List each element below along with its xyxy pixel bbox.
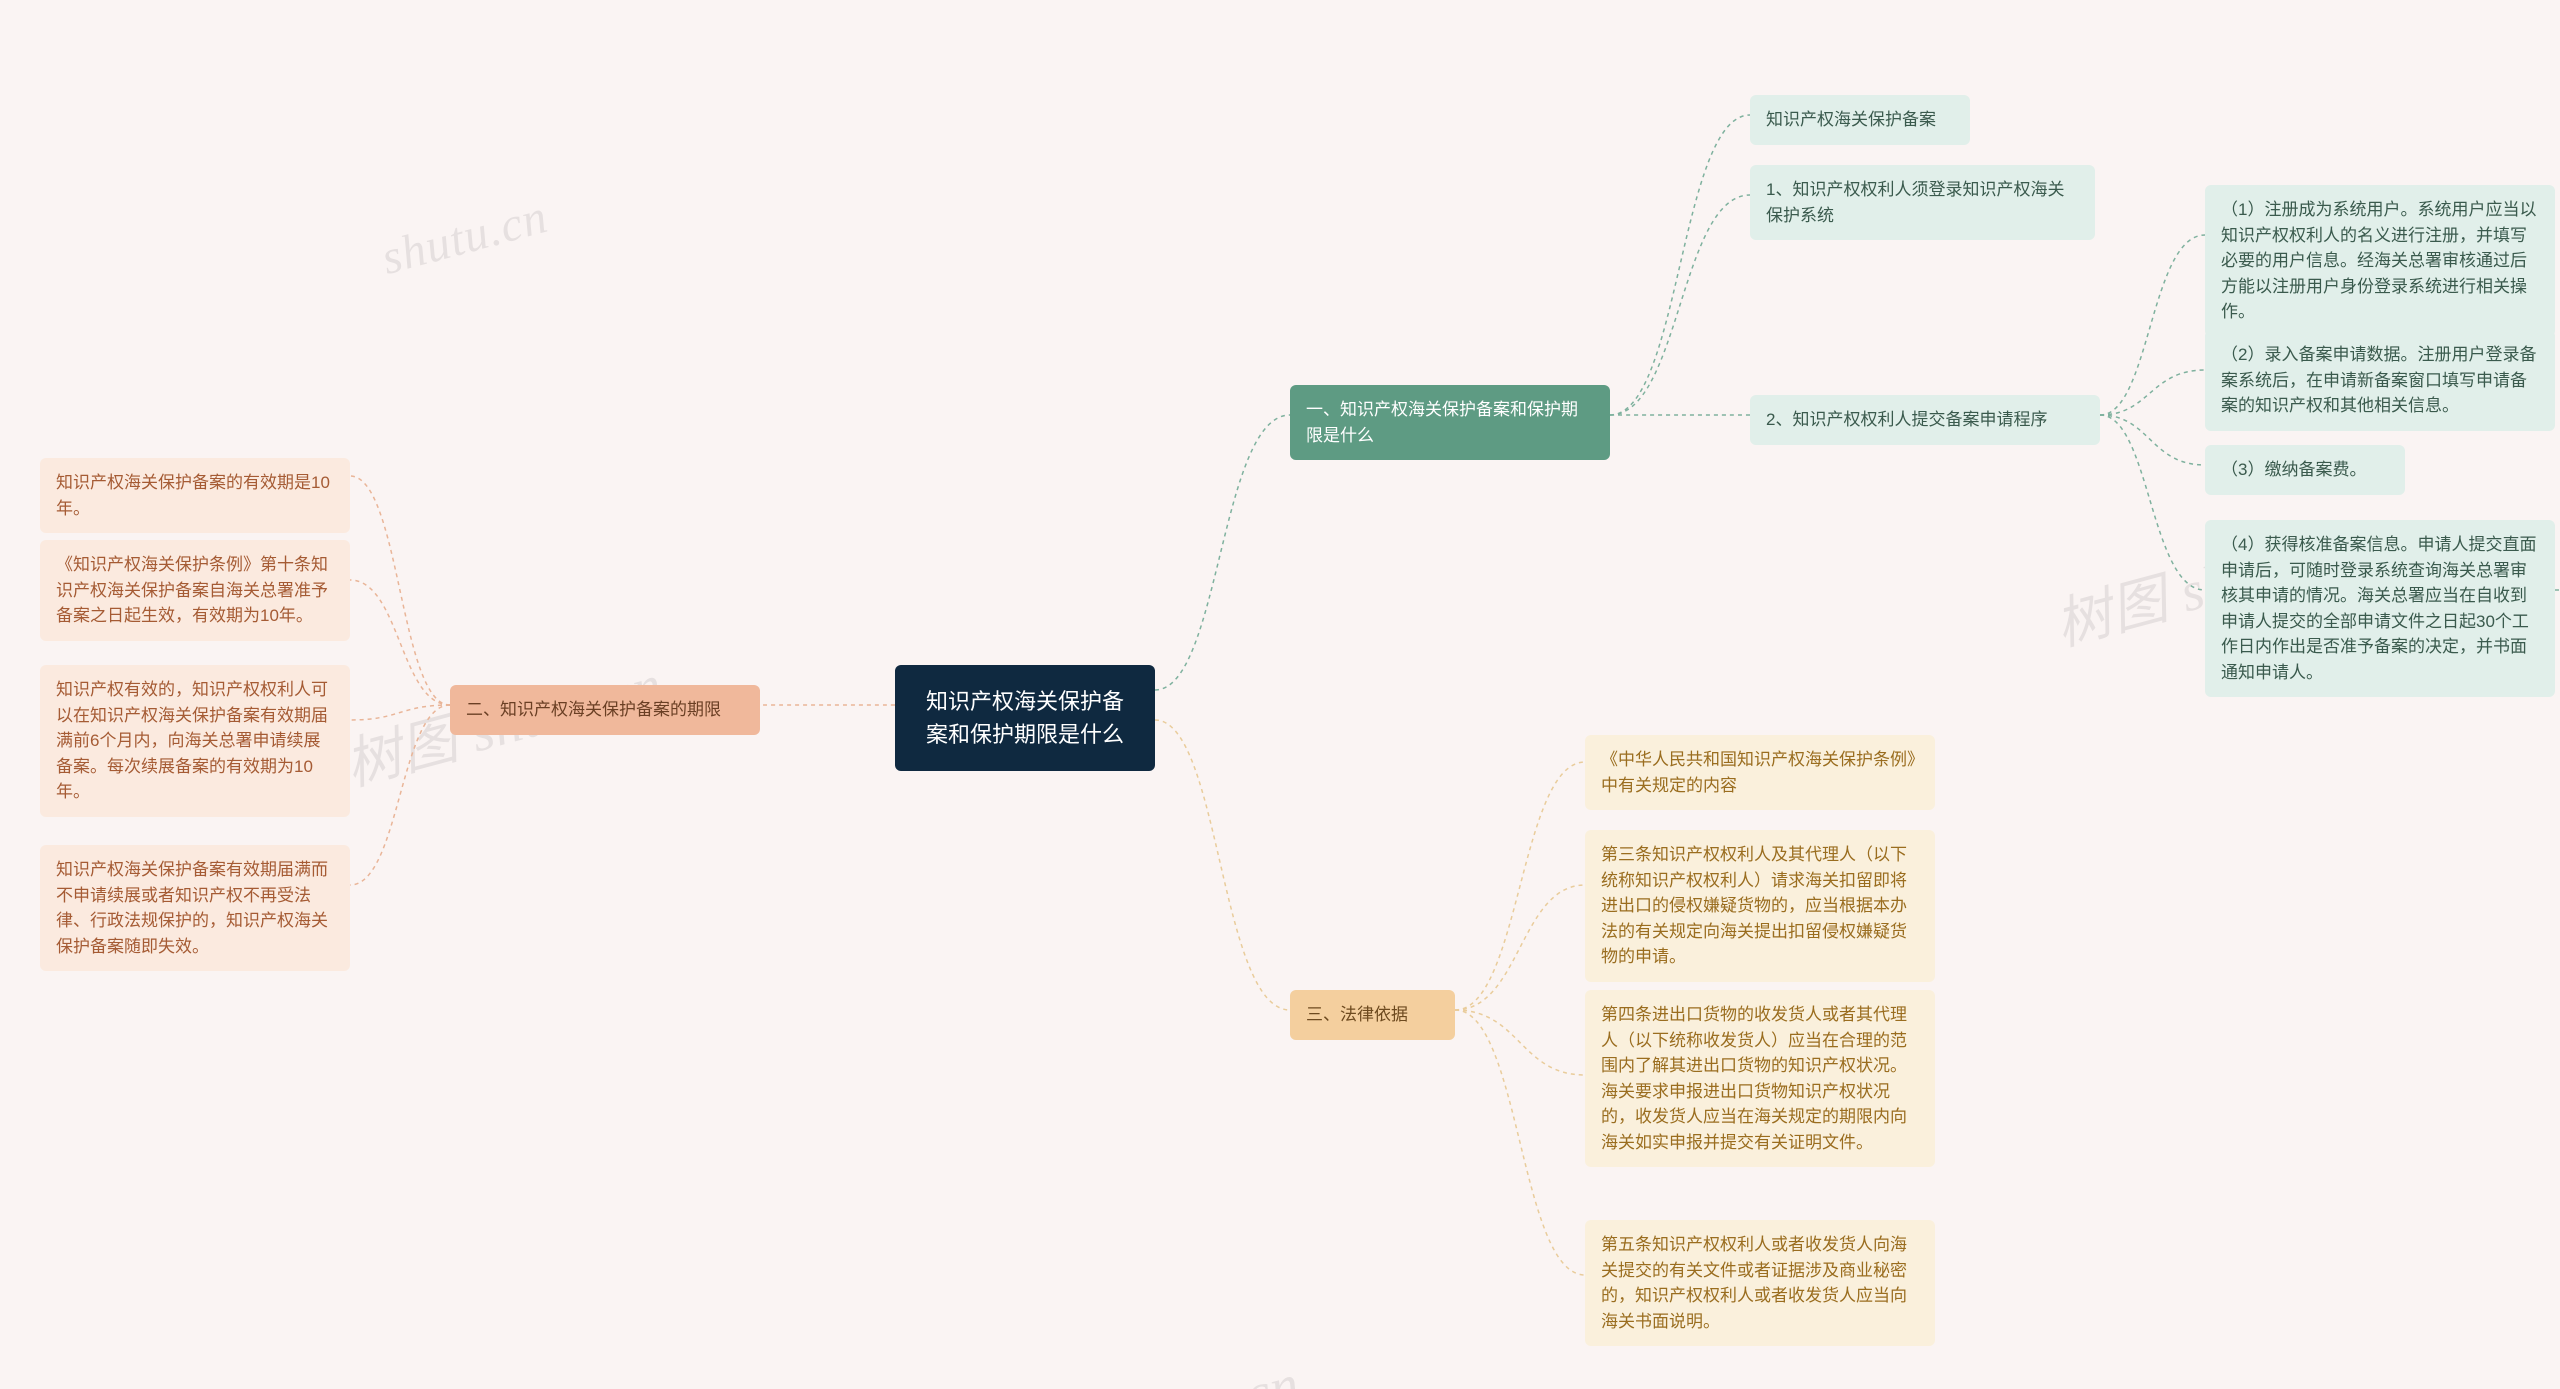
connectors: [0, 0, 2560, 1389]
branch1-sub-3[interactable]: （4）获得核准备案信息。申请人提交直面申请后，可随时登录系统查询海关总署审核其申…: [2205, 520, 2555, 697]
branch1-leaf-1[interactable]: 1、知识产权权利人须登录知识产权海关保护系统: [1750, 165, 2095, 240]
branch2-title[interactable]: 二、知识产权海关保护备案的期限: [450, 685, 760, 735]
branch2-leaf-0[interactable]: 知识产权海关保护备案的有效期是10年。: [40, 458, 350, 533]
branch1-sub-1[interactable]: （2）录入备案申请数据。注册用户登录备案系统后，在申请新备案窗口填写申请备案的知…: [2205, 330, 2555, 431]
branch3-leaf-1[interactable]: 第三条知识产权权利人及其代理人（以下统称知识产权权利人）请求海关扣留即将进出口的…: [1585, 830, 1935, 982]
branch1-title[interactable]: 一、知识产权海关保护备案和保护期限是什么: [1290, 385, 1610, 460]
branch2-leaf-2[interactable]: 知识产权有效的，知识产权权利人可以在知识产权海关保护备案有效期届满前6个月内，向…: [40, 665, 350, 817]
branch3-leaf-3[interactable]: 第五条知识产权权利人或者收发货人向海关提交的有关文件或者证据涉及商业秘密的，知识…: [1585, 1220, 1935, 1346]
branch3-leaf-0[interactable]: 《中华人民共和国知识产权海关保护条例》中有关规定的内容: [1585, 735, 1935, 810]
branch3-title[interactable]: 三、法律依据: [1290, 990, 1455, 1040]
branch1-leaf-0[interactable]: 知识产权海关保护备案: [1750, 95, 1970, 145]
branch2-leaf-3[interactable]: 知识产权海关保护备案有效期届满而不申请续展或者知识产权不再受法律、行政法规保护的…: [40, 845, 350, 971]
branch1-sub-2[interactable]: （3）缴纳备案费。: [2205, 445, 2405, 495]
root-node[interactable]: 知识产权海关保护备案和保护期限是什么: [895, 665, 1155, 771]
branch1-leaf-2[interactable]: 2、知识产权权利人提交备案申请程序: [1750, 395, 2100, 445]
branch1-sub-0[interactable]: （1）注册成为系统用户。系统用户应当以知识产权权利人的名义进行注册，并填写必要的…: [2205, 185, 2555, 337]
watermark: shutu.cn: [376, 189, 554, 286]
watermark: .cn: [1223, 1352, 1307, 1389]
branch3-leaf-2[interactable]: 第四条进出口货物的收发货人或者其代理人（以下统称收发货人）应当在合理的范围内了解…: [1585, 990, 1935, 1167]
branch2-leaf-1[interactable]: 《知识产权海关保护条例》第十条知识产权海关保护备案自海关总署准予备案之日起生效，…: [40, 540, 350, 641]
